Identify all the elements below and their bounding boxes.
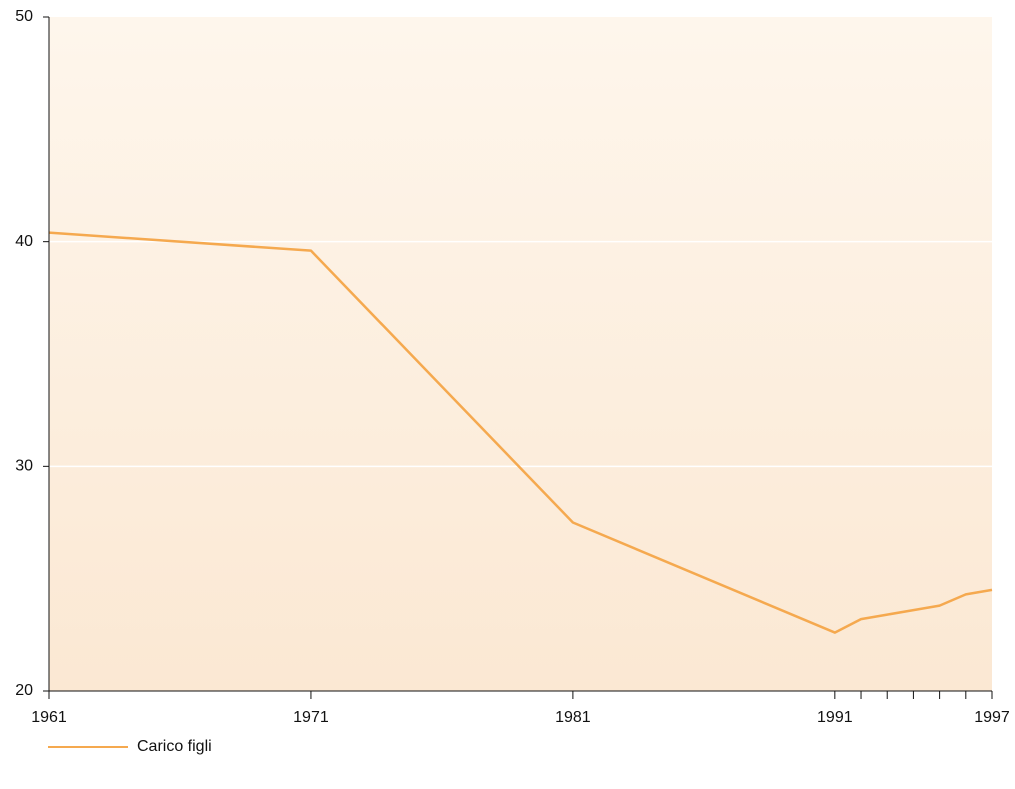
x-tick-label: 1991: [817, 709, 853, 726]
x-tick-label: 1981: [555, 709, 591, 726]
legend: Carico figli: [48, 738, 212, 755]
x-tick-label: 1997: [974, 709, 1010, 726]
x-tick-label: 1971: [293, 709, 329, 726]
y-tick-label: 50: [15, 8, 33, 25]
data-line: [48, 231, 993, 634]
legend-label: Carico figli: [137, 738, 212, 755]
y-tick-label: 40: [15, 233, 33, 250]
x-tick-label: 1961: [31, 709, 67, 726]
plot-area: [49, 17, 992, 691]
y-tick-label: 30: [15, 458, 33, 475]
y-tick-label: 20: [15, 682, 33, 699]
